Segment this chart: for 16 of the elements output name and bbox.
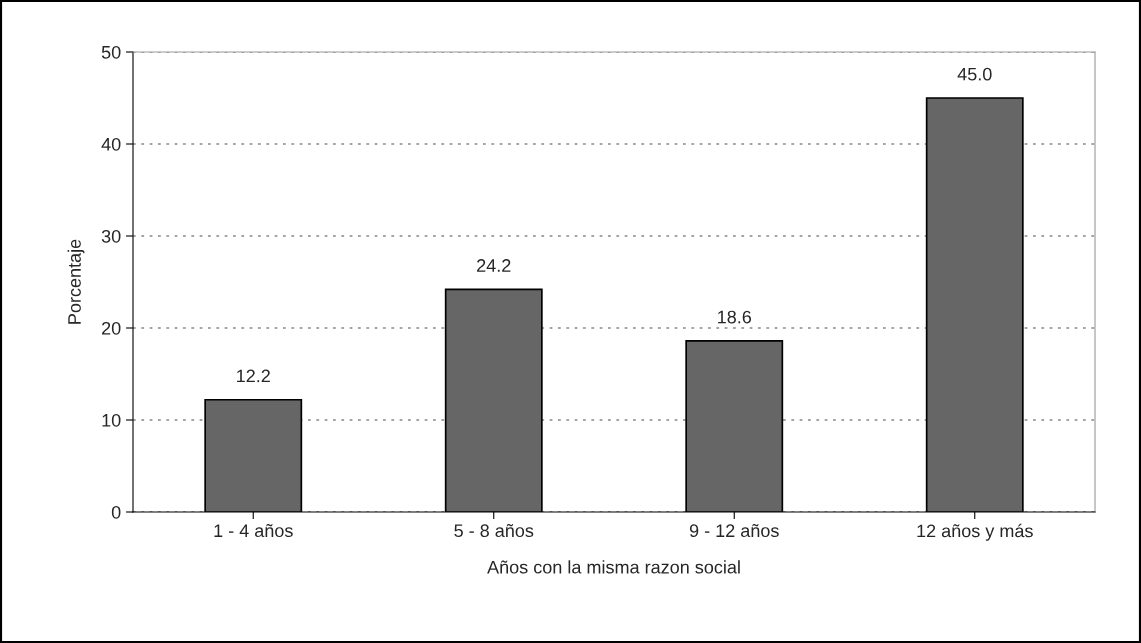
- y-tick-label: 20: [102, 321, 121, 335]
- x-axis-title: Años con la misma razon social: [487, 560, 740, 574]
- y-tick-label: 0: [111, 505, 121, 519]
- y-tick-label: 40: [101, 137, 121, 151]
- data-label: 45.0: [957, 67, 992, 81]
- y-axis-title: Porcentaje: [67, 239, 85, 324]
- data-label: 24.2: [477, 259, 511, 272]
- y-tick-label: 10: [102, 413, 121, 427]
- x-tick-label: 5 - 8 años: [454, 523, 534, 538]
- x-tick-label: 1 - 4 años: [214, 523, 293, 538]
- data-label: 18.6: [718, 310, 752, 324]
- y-tick-label: 50: [101, 45, 121, 59]
- data-label: 12.2: [237, 369, 270, 383]
- x-tick-label: 12 años y más: [917, 523, 1033, 541]
- x-tick-label: 9 - 12 años: [689, 523, 779, 538]
- y-tick-label: 30: [101, 229, 121, 243]
